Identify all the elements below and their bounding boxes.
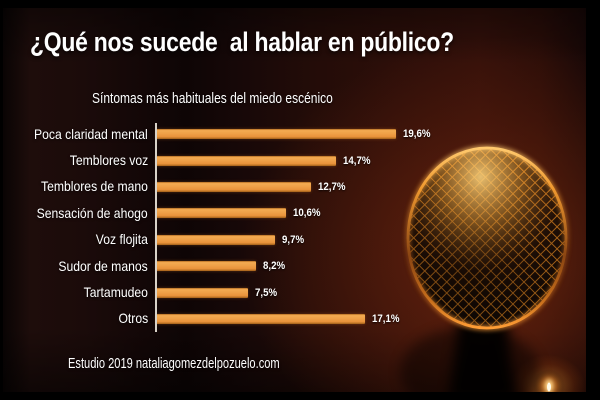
category-label: Otros	[118, 310, 148, 327]
category-label: Tartamudeo	[83, 284, 148, 301]
bar	[156, 129, 396, 140]
bar	[156, 287, 248, 298]
value-label: 17,1%	[372, 312, 400, 325]
page-title: ¿Qué nos sucede al hablar en público?	[30, 27, 454, 57]
chart-title: Síntomas más habituales del miedo escéni…	[92, 90, 333, 107]
category-label: Poca claridad mental	[34, 125, 148, 142]
value-label: 19,6%	[402, 128, 431, 141]
category-label: Voz flojita	[95, 231, 148, 248]
letterbox-bottom	[0, 392, 600, 400]
letterbox-left	[0, 0, 3, 400]
bar	[156, 313, 366, 324]
bar-row: Sudor de manos 8,2%	[0, 253, 600, 279]
bar-row: Sensación de ahogo 10,6%	[0, 200, 600, 226]
y-axis-line	[155, 123, 157, 332]
letterbox-top	[0, 0, 600, 8]
bar-row: Otros 17,1%	[0, 306, 600, 332]
letterbox-right	[586, 0, 600, 400]
value-label: 7,5%	[254, 286, 277, 299]
bar-row: Voz flojita 9,7%	[0, 227, 600, 253]
value-label: 14,7%	[342, 154, 371, 167]
category-label: Sensación de ahogo	[36, 204, 148, 221]
bar-row: Temblores voz 14,7%	[0, 147, 600, 173]
bar-row: Poca claridad mental 19,6%	[0, 121, 600, 147]
bar-chart: Poca claridad mental 19,6% Temblores voz…	[0, 121, 600, 332]
value-label: 8,2%	[263, 260, 286, 273]
value-label: 9,7%	[281, 233, 304, 246]
bar	[156, 261, 257, 272]
category-label: Temblores voz	[69, 152, 148, 169]
bar	[156, 181, 312, 192]
bar	[156, 234, 275, 245]
value-label: 12,7%	[318, 180, 346, 193]
category-label: Sudor de manos	[58, 257, 148, 274]
bar-row: Tartamudeo 7,5%	[0, 279, 600, 305]
source-credit: Estudio 2019 nataliagomezdelpozuelo.com	[68, 355, 280, 372]
value-label: 10,6%	[292, 207, 321, 220]
bar-row: Temblores de mano 12,7%	[0, 174, 600, 200]
bar	[156, 208, 286, 219]
category-label: Temblores de mano	[41, 178, 148, 195]
bar	[156, 155, 336, 166]
